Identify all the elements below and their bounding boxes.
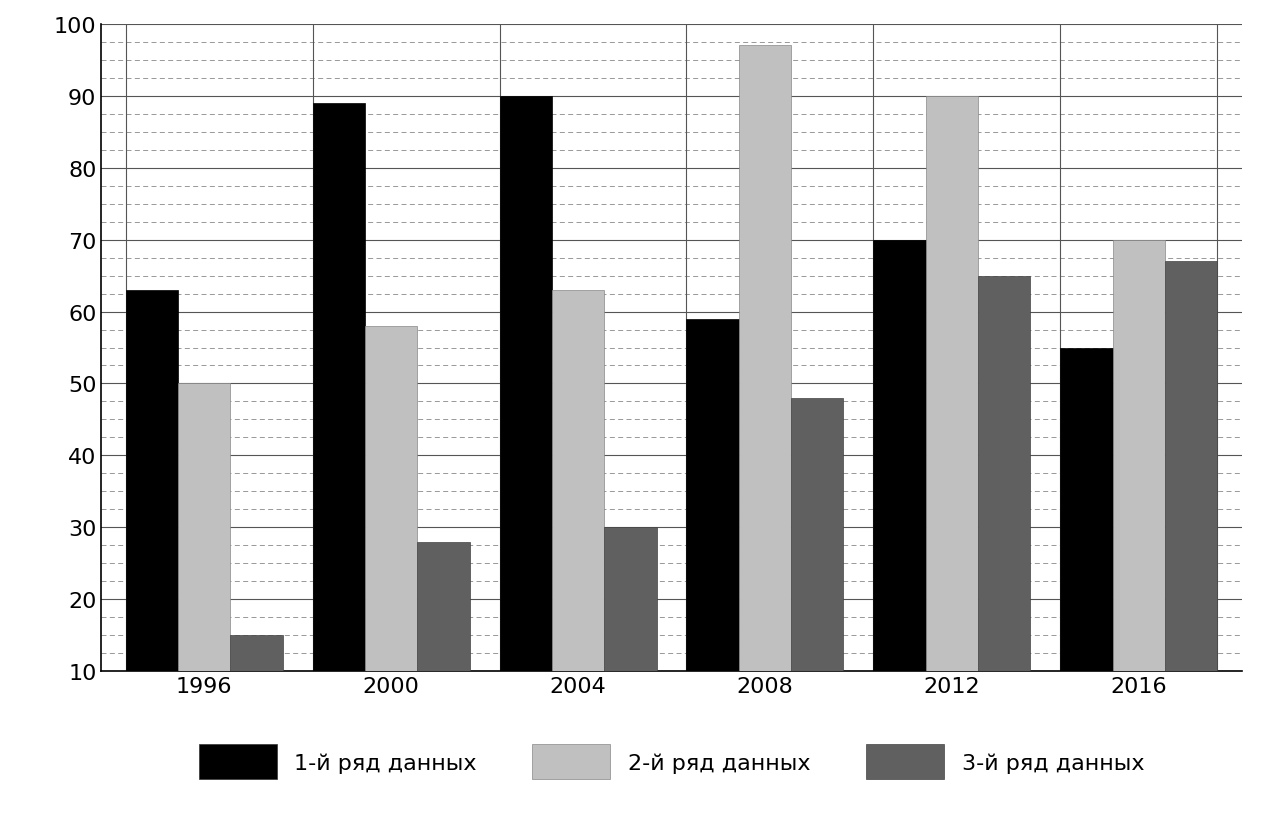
Bar: [1060, 348, 1112, 744]
Bar: [417, 542, 470, 744]
Bar: [125, 291, 177, 744]
Bar: [231, 636, 283, 744]
Bar: [978, 276, 1030, 744]
Bar: [873, 240, 926, 744]
Bar: [604, 527, 656, 744]
Bar: [1112, 240, 1166, 744]
Bar: [313, 104, 365, 744]
Bar: [739, 46, 791, 744]
Bar: [791, 398, 844, 744]
Legend: 1-й ряд данных, 2-й ряд данных, 3-й ряд данных: 1-й ряд данных, 2-й ряд данных, 3-й ряд …: [188, 733, 1156, 790]
Bar: [1166, 262, 1218, 744]
Bar: [365, 327, 417, 744]
Bar: [177, 384, 231, 744]
Bar: [926, 97, 978, 744]
Bar: [687, 319, 739, 744]
Bar: [552, 291, 604, 744]
Bar: [499, 97, 552, 744]
